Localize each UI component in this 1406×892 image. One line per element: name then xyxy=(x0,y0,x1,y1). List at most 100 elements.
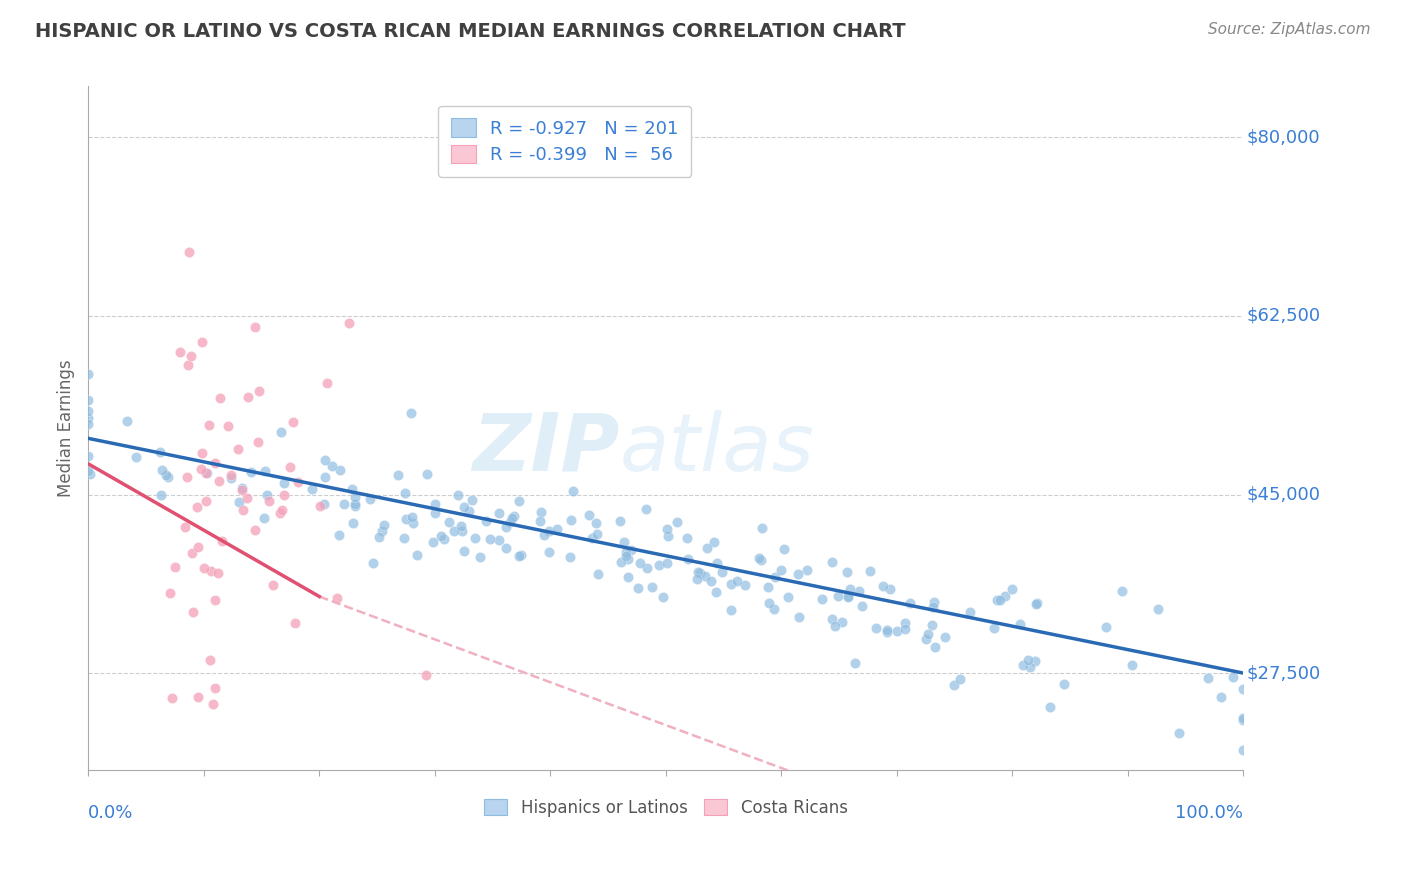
Point xyxy=(176,470,198,484)
Point xyxy=(125,450,148,464)
Point xyxy=(748,551,770,566)
Point xyxy=(204,456,226,470)
Point xyxy=(620,543,643,558)
Point xyxy=(315,376,337,391)
Point xyxy=(401,510,423,524)
Point xyxy=(443,524,465,539)
Point xyxy=(177,244,200,259)
Point xyxy=(387,468,409,483)
Point xyxy=(1232,742,1254,756)
Point xyxy=(77,464,100,478)
Point xyxy=(648,558,671,573)
Text: Source: ZipAtlas.com: Source: ZipAtlas.com xyxy=(1208,22,1371,37)
Point xyxy=(399,406,422,420)
Point xyxy=(451,524,474,538)
Point xyxy=(627,582,650,596)
Point xyxy=(1111,584,1133,599)
Point xyxy=(254,464,277,478)
Point xyxy=(585,527,607,541)
Point xyxy=(359,491,381,506)
Point xyxy=(191,334,214,349)
Point xyxy=(725,574,748,588)
Point xyxy=(655,522,678,536)
Text: atlas: atlas xyxy=(620,409,814,488)
Point xyxy=(406,548,429,562)
Point xyxy=(247,434,270,449)
Point xyxy=(1025,597,1047,611)
Point xyxy=(219,470,242,484)
Point xyxy=(180,349,202,363)
Point xyxy=(228,495,250,509)
Point xyxy=(821,612,844,626)
Point xyxy=(562,483,585,498)
Point xyxy=(585,516,607,531)
Point xyxy=(796,563,818,577)
Point xyxy=(423,506,446,520)
Point xyxy=(789,609,811,624)
Point xyxy=(190,461,212,475)
Point xyxy=(886,624,908,639)
Point xyxy=(704,584,727,599)
Point xyxy=(150,487,173,501)
Point xyxy=(361,556,384,570)
Point xyxy=(628,556,651,570)
Point xyxy=(530,505,553,519)
Point xyxy=(273,488,295,502)
Point xyxy=(200,564,222,578)
Point xyxy=(703,534,725,549)
Point xyxy=(243,524,266,538)
Point xyxy=(1232,713,1254,727)
Point xyxy=(610,555,633,569)
Point xyxy=(328,528,350,542)
Point xyxy=(219,468,242,483)
Point xyxy=(586,567,609,582)
Point xyxy=(337,316,360,330)
Point xyxy=(415,667,437,681)
Point xyxy=(157,470,180,484)
Point xyxy=(174,520,197,534)
Point xyxy=(321,458,343,473)
Point xyxy=(921,617,943,632)
Point xyxy=(437,515,460,529)
Point xyxy=(848,583,870,598)
Point xyxy=(211,533,233,548)
Point xyxy=(1001,582,1024,596)
Point xyxy=(655,556,678,570)
Point xyxy=(609,514,631,528)
Point xyxy=(370,524,392,538)
Point xyxy=(270,503,292,517)
Point xyxy=(613,535,636,549)
Point xyxy=(475,514,498,528)
Point xyxy=(181,605,204,619)
Point xyxy=(617,552,640,566)
Point xyxy=(786,567,808,582)
Point xyxy=(402,516,425,531)
Point xyxy=(202,698,225,712)
Point xyxy=(689,566,711,581)
Point xyxy=(922,595,945,609)
Point xyxy=(77,368,100,382)
Point xyxy=(657,529,679,543)
Point xyxy=(314,452,336,467)
Point xyxy=(117,414,139,428)
Point xyxy=(720,577,742,591)
Point xyxy=(453,500,475,515)
Point xyxy=(676,531,699,545)
Point xyxy=(231,483,253,498)
Y-axis label: Median Earnings: Median Earnings xyxy=(58,359,75,497)
Point xyxy=(1012,657,1035,672)
Point xyxy=(893,622,915,636)
Point xyxy=(1052,677,1074,691)
Legend: Hispanics or Latinos, Costa Ricans: Hispanics or Latinos, Costa Ricans xyxy=(477,792,855,823)
Point xyxy=(394,486,416,500)
Point xyxy=(686,566,709,580)
Point xyxy=(558,550,581,565)
Point xyxy=(665,515,688,529)
Point xyxy=(159,586,181,600)
Text: 0.0%: 0.0% xyxy=(89,805,134,822)
Point xyxy=(695,568,717,582)
Point xyxy=(758,596,780,610)
Point xyxy=(751,521,773,535)
Point xyxy=(706,556,728,570)
Point xyxy=(453,543,475,558)
